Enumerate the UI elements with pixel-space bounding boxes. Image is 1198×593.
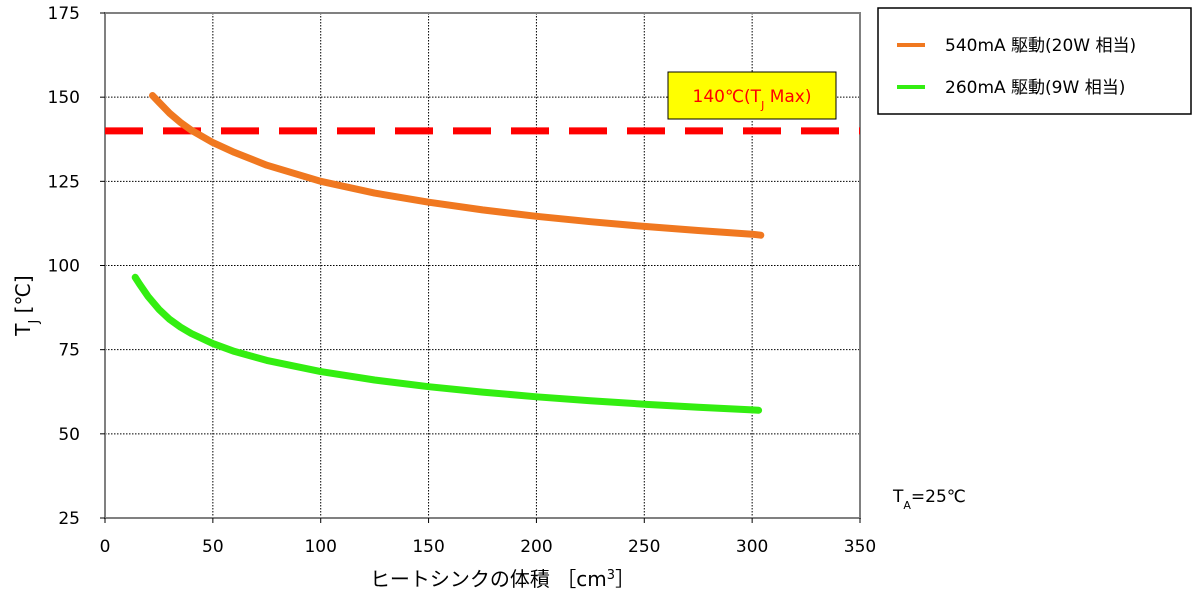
y-tick-labels: 25 50 75 100 125 150 175	[48, 4, 105, 529]
y-tick-label: 50	[58, 425, 80, 445]
y-tick-label: 25	[58, 509, 80, 529]
legend: 540mA 駆動(20W 相当) 260mA 駆動(9W 相当)	[877, 7, 1192, 115]
x-tick-labels: 0 50 100 150 200 250 300 350	[100, 518, 876, 557]
x-tick-label: 50	[202, 537, 224, 557]
series-line-540ma	[149, 92, 765, 239]
tj-max-suffix: Max)	[764, 87, 811, 107]
y-tick-label: 100	[48, 257, 80, 277]
x-tick-label: 150	[412, 537, 444, 557]
ambient-suffix: =25℃	[911, 487, 966, 507]
tj-max-annotation-box	[667, 71, 837, 120]
y-axis-label-sub: J	[27, 320, 42, 325]
x-axis-label-main: ヒートシンクの体積 ［cm	[370, 567, 607, 591]
tj-max-sub: J	[760, 99, 764, 112]
legend-label-260ma: 260mA 駆動(9W 相当)	[945, 78, 1125, 98]
ambient-main: T	[892, 487, 904, 507]
y-tick-label: 150	[48, 88, 80, 108]
x-axis-label-close: ］	[615, 567, 635, 591]
x-tick-label: 0	[100, 537, 111, 557]
x-tick-label: 200	[520, 537, 552, 557]
y-tick-label: 75	[58, 341, 80, 361]
y-axis-label: TJ [℃]	[11, 275, 42, 337]
y-tick-label: 125	[48, 172, 80, 192]
tj-max-prefix: 140℃(T	[693, 87, 762, 107]
y-axis-label-main: T	[11, 323, 35, 337]
series-group	[131, 92, 765, 414]
x-tick-label: 100	[304, 537, 336, 557]
x-tick-label: 250	[628, 537, 660, 557]
tj-max-annotation-label: 140℃(TJ Max)	[693, 87, 812, 112]
y-axis-label-unit: [℃]	[11, 275, 35, 319]
ambient-sub: A	[903, 499, 911, 512]
x-axis-label-sup: 3	[607, 568, 615, 583]
legend-box	[877, 7, 1192, 115]
x-axis-label: ヒートシンクの体積 ［cm3］	[370, 567, 635, 591]
series-line-260ma	[131, 273, 763, 414]
ambient-temperature-note: TA=25℃	[892, 487, 966, 512]
x-tick-label: 350	[844, 537, 876, 557]
legend-label-540ma: 540mA 駆動(20W 相当)	[945, 36, 1136, 56]
y-tick-label: 175	[48, 4, 80, 24]
x-tick-label: 300	[736, 537, 768, 557]
